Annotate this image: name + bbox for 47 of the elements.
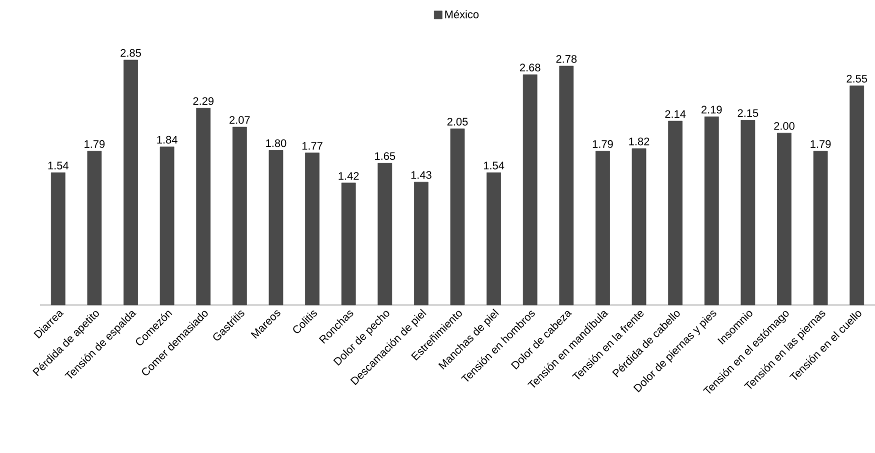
data-label: 1.54 — [484, 162, 504, 170]
bar — [486, 172, 502, 306]
data-label: 2.68 — [520, 64, 540, 72]
bar — [450, 128, 465, 306]
bar — [87, 150, 102, 306]
data-label: 1.79 — [84, 140, 105, 148]
data-label: 2.85 — [120, 49, 141, 57]
bar — [813, 150, 828, 306]
data-label: 2.14 — [665, 110, 686, 118]
bar — [704, 116, 719, 306]
data-label: 1.54 — [48, 162, 68, 170]
bar — [232, 126, 247, 306]
data-label: 2.05 — [447, 118, 468, 126]
data-label: 1.79 — [810, 140, 831, 148]
data-label: 1.43 — [411, 171, 432, 179]
data-label: 2.00 — [774, 122, 794, 130]
data-label: 1.79 — [592, 140, 613, 148]
bar — [596, 150, 610, 306]
bar — [632, 148, 646, 306]
bar — [196, 108, 211, 306]
bar — [777, 132, 792, 306]
bar — [268, 150, 284, 306]
bar — [740, 120, 756, 306]
bar — [50, 172, 66, 306]
bar — [124, 60, 138, 306]
legend-label: México — [445, 10, 479, 18]
data-label: 2.55 — [846, 74, 868, 83]
bar — [850, 86, 864, 306]
bar — [341, 182, 356, 306]
data-label: 1.80 — [266, 139, 286, 148]
data-label: 2.78 — [556, 55, 577, 63]
bar — [378, 162, 392, 306]
bar — [160, 146, 174, 306]
bar — [414, 182, 428, 306]
bar — [668, 120, 683, 306]
data-label: 1.82 — [629, 138, 650, 146]
data-label: 1.77 — [302, 142, 322, 150]
data-label: 1.65 — [375, 152, 396, 160]
data-label: 2.29 — [193, 97, 214, 105]
bar — [559, 66, 574, 306]
data-label: 1.42 — [338, 172, 359, 180]
data-label: 1.84 — [157, 136, 178, 144]
bar — [305, 152, 320, 306]
data-label: 2.19 — [702, 106, 722, 114]
bar — [522, 74, 538, 306]
data-label: 2.07 — [230, 116, 250, 124]
data-label: 2.15 — [738, 109, 758, 117]
